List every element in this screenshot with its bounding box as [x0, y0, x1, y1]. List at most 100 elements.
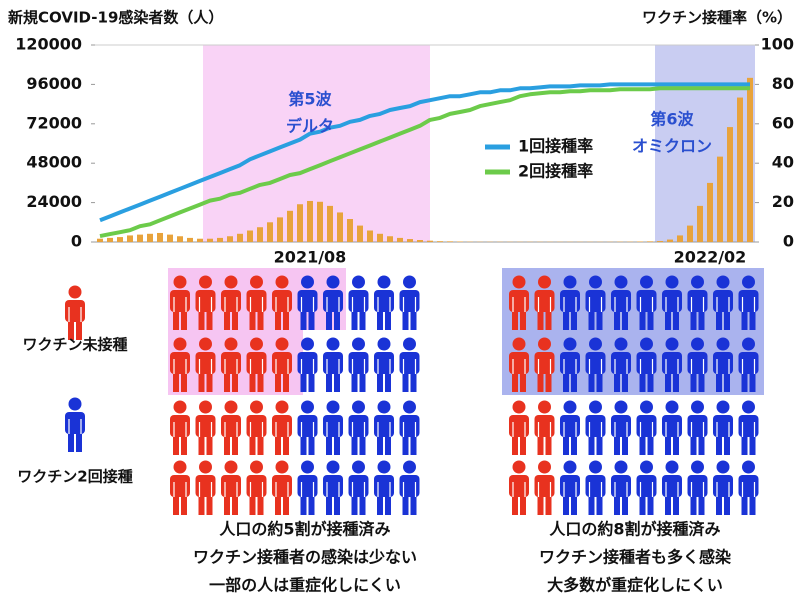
person-icon — [348, 275, 369, 330]
leg — [232, 371, 238, 392]
torso — [348, 290, 369, 312]
leg — [741, 434, 748, 455]
person-icon — [713, 275, 733, 330]
person-icon — [195, 460, 216, 515]
leg — [334, 309, 340, 330]
leg — [308, 309, 315, 330]
torso — [272, 415, 292, 437]
leg — [596, 494, 603, 515]
leg — [512, 371, 518, 392]
bar — [227, 236, 233, 242]
torso — [509, 475, 529, 497]
torso — [221, 475, 241, 497]
person-icon — [611, 337, 631, 392]
person-icon — [323, 337, 343, 392]
leg — [326, 494, 332, 515]
person-icon — [399, 460, 420, 515]
head — [301, 460, 314, 474]
head — [691, 337, 704, 351]
torso — [636, 415, 657, 437]
leg — [596, 309, 603, 330]
leg — [283, 494, 289, 515]
leg — [377, 434, 383, 455]
head — [68, 285, 82, 299]
leg — [76, 319, 82, 340]
head — [224, 460, 238, 474]
head — [589, 400, 602, 414]
leg — [698, 371, 705, 392]
bar — [427, 240, 433, 242]
torso — [509, 352, 529, 374]
y2-tick-label: 100 — [761, 35, 794, 54]
leg — [512, 494, 518, 515]
torso — [374, 352, 394, 374]
person-icon — [636, 337, 657, 392]
person-icon — [399, 400, 420, 455]
torso — [170, 415, 190, 437]
head — [716, 400, 730, 414]
torso — [713, 290, 733, 312]
leg — [300, 309, 307, 330]
leg — [537, 434, 544, 455]
leg — [647, 494, 654, 515]
head — [665, 460, 679, 474]
person-icon — [585, 460, 606, 515]
torso — [534, 475, 555, 497]
head — [665, 400, 679, 414]
legend-label: 1回接種率 — [518, 137, 593, 156]
person-icon — [509, 275, 529, 330]
wave5-band — [203, 45, 430, 242]
person-icon — [738, 337, 759, 392]
leg — [181, 371, 187, 392]
head — [199, 275, 212, 289]
torso — [297, 415, 318, 437]
bar — [237, 233, 243, 242]
head — [563, 460, 577, 474]
leg — [359, 371, 366, 392]
torso — [399, 415, 420, 437]
head — [403, 400, 416, 414]
torso — [687, 415, 708, 437]
head — [742, 400, 755, 414]
person-icon — [611, 275, 631, 330]
torso — [636, 475, 657, 497]
leg — [198, 371, 205, 392]
torso — [713, 415, 733, 437]
head — [275, 337, 289, 351]
bar — [357, 225, 363, 242]
leg — [614, 371, 620, 392]
leg — [249, 309, 256, 330]
leg — [385, 434, 391, 455]
bar — [647, 241, 653, 242]
bar — [737, 97, 743, 243]
leg — [673, 371, 679, 392]
head — [403, 275, 416, 289]
person-icon — [246, 460, 267, 515]
bar — [207, 238, 213, 242]
leg — [741, 494, 748, 515]
leg — [698, 309, 705, 330]
y-tick-label: 24000 — [26, 192, 82, 211]
leg — [283, 434, 289, 455]
person-icon — [170, 400, 190, 455]
torso — [585, 352, 606, 374]
torso — [323, 290, 343, 312]
person-icon — [636, 275, 657, 330]
leg — [181, 309, 187, 330]
torso — [534, 352, 555, 374]
person-icon — [687, 337, 708, 392]
head — [589, 337, 602, 351]
torso — [272, 290, 292, 312]
person-icon — [585, 275, 606, 330]
person-icon — [662, 337, 682, 392]
leg — [690, 434, 697, 455]
torso — [611, 475, 631, 497]
leg — [300, 371, 307, 392]
line — [99, 86, 750, 239]
leg — [724, 309, 730, 330]
head — [691, 460, 704, 474]
person-icon — [399, 275, 420, 330]
head — [377, 337, 391, 351]
bar — [147, 233, 153, 242]
torso — [272, 475, 292, 497]
